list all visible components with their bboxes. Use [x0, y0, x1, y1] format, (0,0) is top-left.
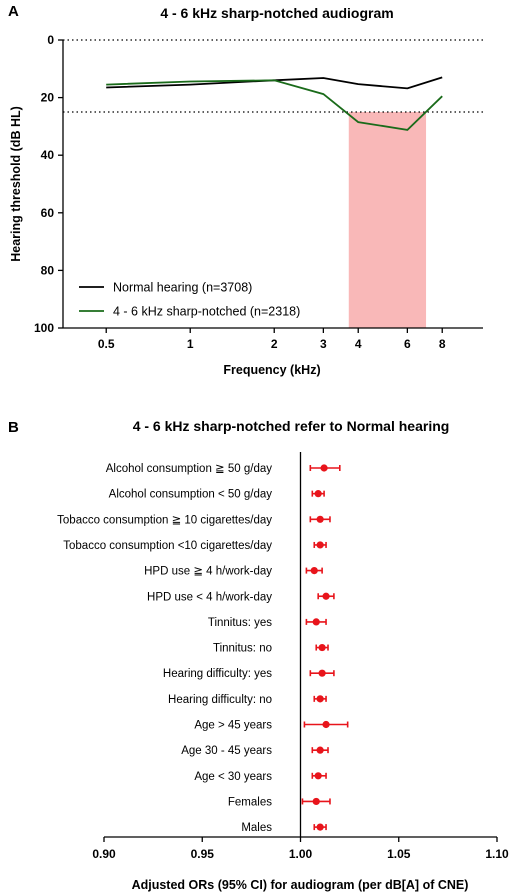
- forest-x-tick-label: 1.10: [485, 847, 509, 861]
- forest-x-tick-label: 0.95: [191, 847, 215, 861]
- forest-row-label: Tobacco consumption <10 cigarettes/day: [63, 540, 272, 552]
- forest-x-tick-label: 1.00: [289, 847, 313, 861]
- or-point: [312, 797, 320, 806]
- forest-row-label: Males: [241, 822, 272, 834]
- or-point: [316, 695, 324, 703]
- forest-row-label: Age > 45 years: [194, 720, 272, 732]
- forest-plot: 0.90 0.95 1.00 1.05 1.10 Alcohol consumption …: [57, 452, 509, 861]
- or-point: [320, 464, 328, 472]
- or-point: [318, 669, 326, 677]
- x-tick-label: 1: [187, 337, 194, 351]
- notch-shaded-region: [348, 112, 427, 328]
- legend-label: Normal hearing (n=3708): [113, 281, 252, 295]
- forest-row-label: Alcohol consumption ≧ 50 g/day: [106, 463, 273, 475]
- or-point: [316, 746, 324, 754]
- y-tick-label: 20: [41, 91, 55, 105]
- forest-x-tick-label: 0.90: [92, 847, 116, 861]
- forest-row-label: HPD use < 4 h/work-day: [147, 591, 272, 603]
- or-point: [322, 720, 330, 729]
- or-point: [318, 643, 326, 652]
- or-point: [316, 515, 324, 523]
- forest-row-label: Tinnitus: yes: [208, 617, 272, 629]
- forest-row-label: Age 30 - 45 years: [181, 745, 272, 757]
- or-point: [314, 772, 322, 780]
- forest-row-label: Alcohol consumption < 50 g/day: [109, 489, 273, 501]
- legend-label: 4 - 6 kHz sharp-notched (n=2318): [113, 305, 300, 319]
- forest-row-label: Hearing difficulty: no: [168, 694, 272, 706]
- forest-title: 4 - 6 kHz sharp-notched refer to Normal …: [133, 418, 450, 434]
- or-point: [314, 490, 322, 498]
- audiogram-plot: 0 20 40 60 80 100 0.5 1 2 3 4 6 8 Normal hearing (n=3…: [34, 33, 483, 351]
- x-tick-label: 6: [404, 337, 411, 351]
- audiogram-y-label: Hearing threshold (dB HL): [9, 106, 23, 262]
- or-point: [322, 592, 330, 600]
- or-point: [316, 823, 324, 831]
- panel-b-letter: B: [8, 419, 19, 436]
- forest-row-label: Tobacco consumption ≧ 10 cigarettes/day: [57, 514, 272, 526]
- forest-x-tick-label: 1.05: [387, 847, 411, 861]
- forest-row-label: Tinnitus: no: [213, 643, 272, 655]
- x-tick-label: 3: [320, 337, 327, 351]
- x-tick-label: 4: [355, 337, 362, 351]
- series-line-normal-hearing: [106, 76, 443, 90]
- or-point: [316, 541, 324, 549]
- y-tick-label: 60: [41, 206, 55, 220]
- forest-row-label: Females: [228, 796, 272, 808]
- forest-row-label: Hearing difficulty: yes: [163, 668, 272, 680]
- x-tick-label: 8: [439, 337, 446, 351]
- x-tick-label: 2: [271, 337, 278, 351]
- audiogram-title: 4 - 6 kHz sharp-notched audiogram: [160, 5, 393, 21]
- audiogram-x-label: Frequency (kHz): [223, 363, 320, 377]
- y-tick-label: 40: [41, 148, 55, 162]
- series-line-sharp-notched: [106, 79, 443, 131]
- or-point: [310, 567, 318, 575]
- y-tick-label: 100: [34, 321, 54, 335]
- y-tick-label: 0: [47, 33, 54, 47]
- y-tick-label: 80: [41, 263, 55, 277]
- x-tick-label: 0.5: [98, 337, 115, 351]
- or-point: [312, 618, 320, 626]
- forest-row-label: Age < 30 years: [194, 771, 272, 783]
- forest-row-label: HPD use ≧ 4 h/work-day: [144, 566, 272, 578]
- forest-x-label: Adjusted ORs (95% CI) for audiogram (per…: [132, 878, 469, 892]
- panel-a-letter: A: [8, 3, 19, 20]
